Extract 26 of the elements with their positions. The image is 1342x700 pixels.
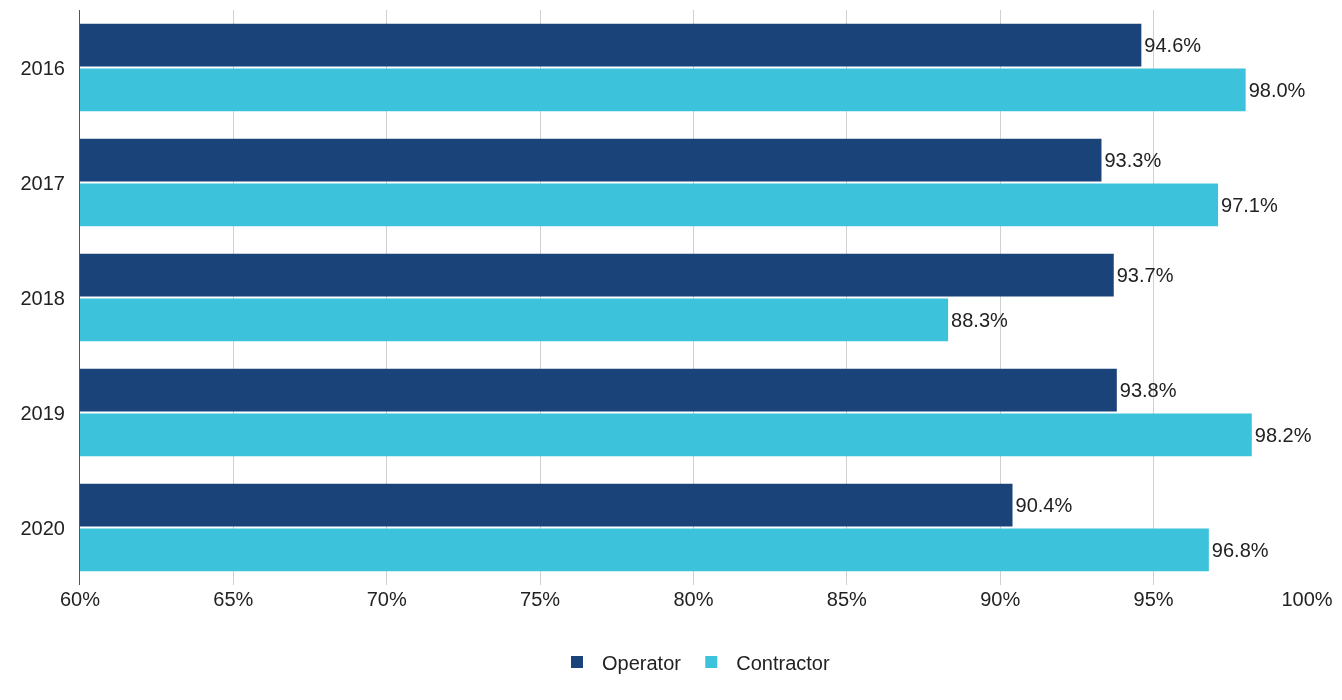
- y-tick-label: 2017: [20, 171, 65, 194]
- x-tick-label: 100%: [1281, 588, 1333, 610]
- data-label: 98.0%: [1248, 78, 1306, 101]
- x-tick-label: 70%: [366, 588, 407, 610]
- x-tick-label: 85%: [826, 588, 868, 610]
- data-label: 90.4%: [1015, 494, 1073, 517]
- y-tick-label: 2018: [20, 286, 65, 309]
- x-tick-label: 75%: [520, 588, 561, 610]
- y-tick-label: 2020: [20, 516, 65, 539]
- x-tick-label: 80%: [673, 588, 714, 610]
- y-tick-label: 2019: [20, 401, 65, 424]
- legend-label: Operator: [602, 651, 682, 674]
- x-tick-label: 65%: [213, 588, 254, 610]
- data-label: 97.1%: [1221, 193, 1278, 216]
- x-tick-label: 95%: [1133, 588, 1174, 610]
- data-label: 88.3%: [951, 308, 1009, 331]
- data-label: 93.8%: [1119, 379, 1177, 402]
- y-tick-label: 2016: [20, 56, 65, 79]
- data-label: 94.6%: [1144, 34, 1202, 57]
- x-tick-label: 90%: [980, 588, 1021, 610]
- data-label: 96.8%: [1211, 538, 1269, 561]
- data-label: 98.2%: [1254, 423, 1312, 446]
- data-label: 93.3%: [1104, 149, 1162, 172]
- legend-label: Contractor: [736, 651, 830, 674]
- data-label: 93.7%: [1116, 264, 1174, 287]
- x-tick-label: 60%: [59, 588, 101, 610]
